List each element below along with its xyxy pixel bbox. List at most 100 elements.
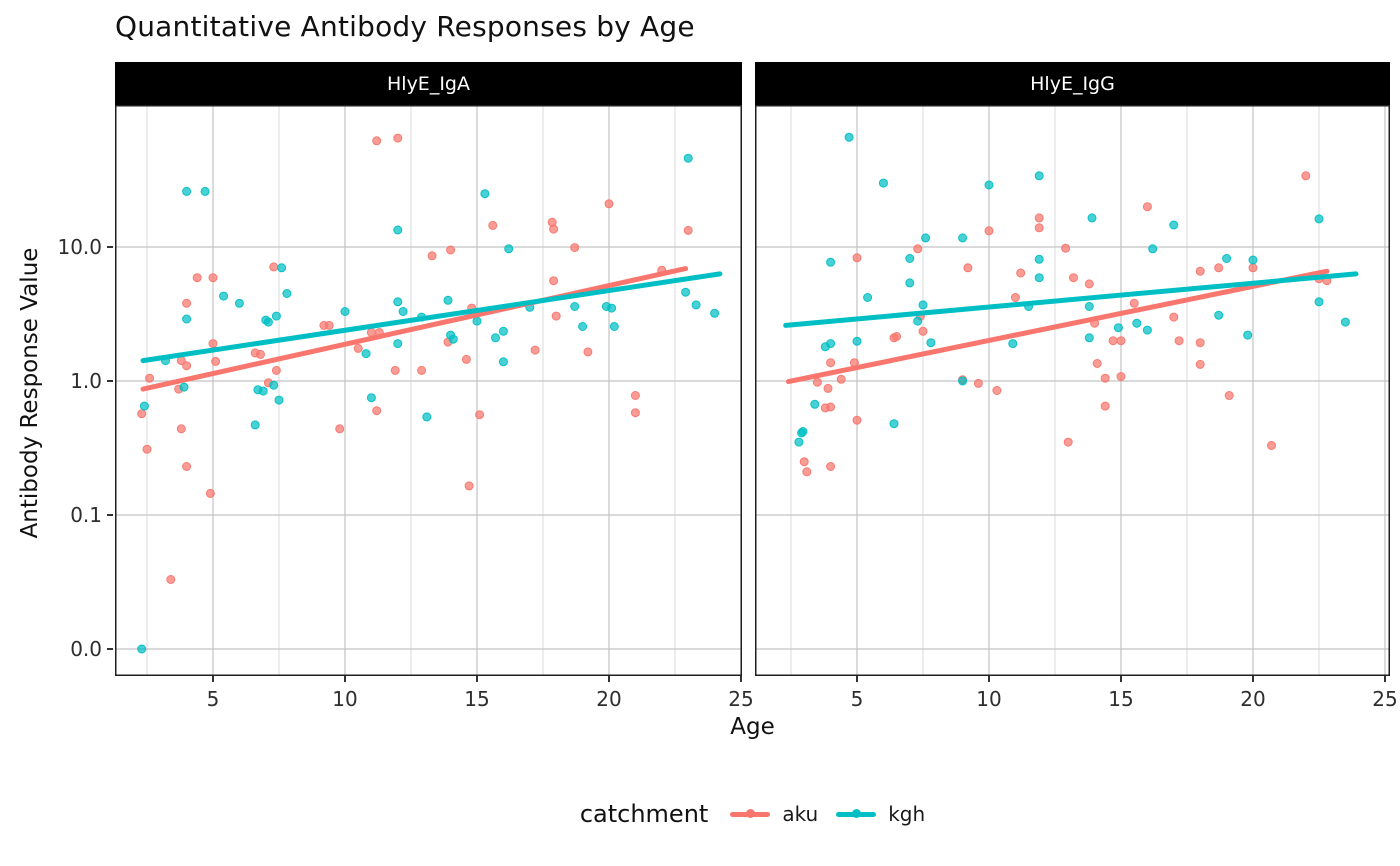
- data-point-kgh: [274, 395, 284, 405]
- data-point-aku: [570, 243, 580, 253]
- data-point-kgh: [258, 386, 268, 396]
- legend-item-aku: aku: [730, 802, 818, 826]
- panel-background: [755, 105, 1390, 676]
- data-point-kgh: [905, 278, 915, 288]
- data-point-kgh: [491, 333, 500, 343]
- facet-strip-label: HlyE_IgG: [1030, 72, 1115, 95]
- data-point-kgh: [1314, 297, 1324, 307]
- data-point-aku: [1016, 268, 1026, 278]
- x-tick-label: 20: [596, 687, 622, 711]
- data-point-aku: [549, 224, 559, 234]
- data-point-aku: [211, 356, 221, 366]
- data-point-kgh: [340, 307, 350, 316]
- facet-strip-igG: HlyE_IgG: [755, 62, 1390, 105]
- legend-label: aku: [782, 802, 819, 826]
- data-point-kgh: [271, 311, 281, 321]
- data-point-kgh: [1169, 220, 1179, 230]
- trend-line-kgh: [140, 271, 723, 364]
- data-point-aku: [390, 365, 400, 375]
- data-point-aku: [1108, 336, 1118, 346]
- y-tick-label: 0.1: [70, 503, 102, 527]
- data-point-aku: [1267, 441, 1276, 450]
- data-point-kgh: [182, 314, 192, 324]
- data-point-kgh: [810, 399, 820, 409]
- data-point-kgh: [1084, 333, 1094, 343]
- data-point-aku: [836, 374, 846, 384]
- legend-items: aku kgh: [730, 802, 925, 826]
- data-point-aku: [892, 332, 902, 341]
- data-point-kgh: [1340, 317, 1350, 327]
- data-point-aku: [1063, 437, 1073, 447]
- data-point-kgh: [889, 419, 899, 429]
- data-point-aku: [1034, 213, 1044, 223]
- data-point-aku: [1034, 223, 1044, 233]
- data-point-aku: [992, 386, 1002, 395]
- data-point-kgh: [1034, 171, 1044, 181]
- data-point-kgh: [393, 225, 403, 235]
- data-point-aku: [393, 133, 403, 143]
- data-point-aku: [1195, 266, 1205, 276]
- legend-key-icon: [730, 809, 771, 819]
- data-point-aku: [417, 365, 427, 375]
- data-point-kgh: [958, 376, 968, 386]
- x-tick-mark: [476, 676, 478, 682]
- data-point-aku: [1092, 359, 1102, 368]
- plot-title: Quantitative Antibody Responses by Age: [115, 10, 695, 43]
- data-point-kgh: [1148, 244, 1158, 254]
- data-point-kgh: [1132, 318, 1142, 328]
- x-tick-mark: [1120, 676, 1122, 682]
- data-point-kgh: [1222, 254, 1232, 263]
- data-point-aku: [823, 383, 833, 393]
- data-point-aku: [208, 273, 218, 283]
- data-point-aku: [1116, 336, 1126, 346]
- data-point-kgh: [578, 322, 588, 331]
- data-point-kgh: [498, 357, 508, 367]
- data-point-aku: [1214, 263, 1224, 273]
- data-point-kgh: [609, 322, 619, 331]
- data-point-aku: [973, 378, 983, 388]
- y-tick-label: 1.0: [70, 369, 102, 393]
- panel-border: [115, 105, 742, 676]
- data-point-aku: [852, 415, 862, 425]
- x-tick-mark: [988, 676, 990, 682]
- data-point-kgh: [1248, 255, 1258, 265]
- y-tick-mark: [107, 648, 113, 650]
- data-point-kgh: [366, 393, 376, 403]
- data-point-aku: [145, 373, 155, 383]
- data-point-kgh: [958, 233, 968, 243]
- data-point-kgh: [820, 342, 830, 352]
- data-point-aku: [271, 365, 281, 375]
- data-point-kgh: [691, 300, 701, 310]
- data-point-kgh: [921, 233, 931, 243]
- data-point-aku: [984, 226, 994, 236]
- legend-label: kgh: [888, 802, 926, 826]
- plot-panel-igG: [755, 105, 1390, 676]
- legend: catchment aku kgh: [115, 796, 1390, 832]
- data-point-kgh: [361, 349, 371, 359]
- data-point-aku: [1142, 202, 1152, 212]
- data-point-aku: [192, 273, 202, 283]
- data-point-kgh: [1034, 254, 1044, 264]
- data-point-aku: [142, 444, 152, 454]
- y-tick-label: 10.0: [57, 235, 102, 259]
- y-tick-mark: [107, 246, 113, 248]
- data-point-aku: [913, 244, 923, 254]
- facet-strip-label: HlyE_IgA: [387, 72, 470, 95]
- data-point-aku: [208, 339, 218, 349]
- data-point-kgh: [393, 297, 403, 307]
- data-point-kgh: [926, 338, 936, 348]
- data-point-kgh: [234, 298, 244, 308]
- data-point-aku: [604, 199, 614, 209]
- data-point-kgh: [681, 287, 691, 297]
- data-point-kgh: [1142, 325, 1152, 335]
- data-point-kgh: [282, 289, 292, 298]
- panel-border: [755, 105, 1390, 676]
- data-point-aku: [353, 343, 363, 353]
- x-tick-label: 25: [728, 687, 754, 711]
- data-point-kgh: [913, 316, 923, 326]
- data-point-kgh: [277, 263, 287, 273]
- x-tick-label: 10: [332, 687, 358, 711]
- data-point-aku: [551, 311, 561, 321]
- x-tick-mark: [1252, 676, 1254, 682]
